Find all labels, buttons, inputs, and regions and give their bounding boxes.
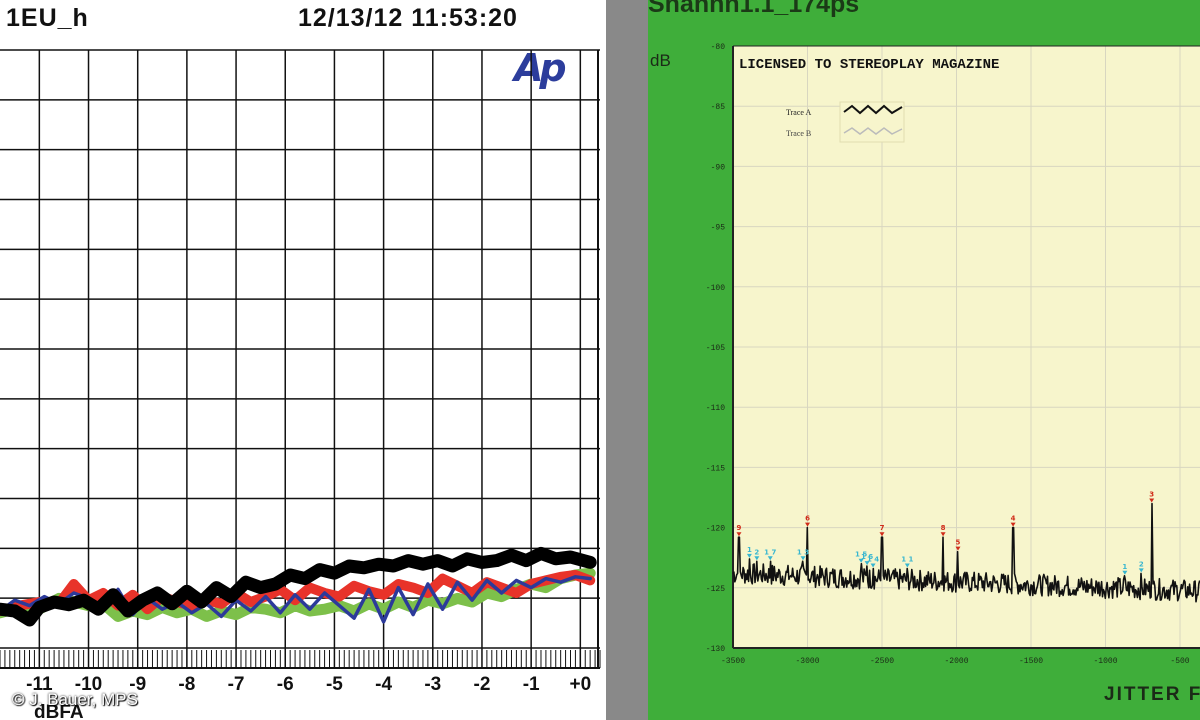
peak-label: 1 4 [867, 556, 879, 564]
peak-label: 1 [1122, 563, 1127, 571]
left-x-tick-label: -7 [228, 674, 245, 695]
peak-label: 7 [880, 524, 885, 532]
right-y-tick-label: -100 [706, 284, 725, 293]
right-y-tick-label: -105 [706, 344, 725, 353]
peak-label: 2 [1139, 560, 1144, 568]
right-x-tick-label: -1000 [1093, 657, 1117, 666]
right-chart-x-tick-labels: -3500 -3000 -2500 -2000 -1500 -1000 -500 [721, 657, 1190, 666]
peak-label: 9 [737, 524, 742, 532]
peak-label: 3 [1149, 491, 1154, 499]
right-chart-license-text: LICENSED TO STEREOPLAY MAGAZINE [739, 57, 999, 73]
peak-marker [1010, 522, 1016, 527]
peak-label: 6 [805, 515, 810, 523]
right-chart-y-tick-labels: -80 -85 -90 -95 -100 -105 -110 -115 -120 -125 -130 [706, 43, 725, 654]
peak-marker [1122, 570, 1128, 575]
left-x-tick-label: -9 [129, 674, 146, 695]
left-chart-datetime: 12/13/12 11:53:20 [298, 4, 518, 32]
left-x-tick-label: +0 [569, 674, 591, 695]
left-x-tick-label: -5 [326, 674, 343, 695]
peak-marker [754, 556, 760, 561]
right-y-tick-label: -125 [706, 585, 725, 594]
legend-trace-a-label: Trace A [786, 108, 811, 117]
peak-marker [870, 563, 876, 568]
right-series-trace-a [732, 502, 1200, 603]
peak-label: 1 6 [861, 553, 873, 561]
left-x-tick-label: -2 [474, 674, 491, 695]
peak-marker [767, 556, 773, 561]
right-chart-legend: Trace A Trace B [786, 101, 905, 143]
right-y-tick-label: -110 [706, 404, 725, 413]
legend-trace-a-swatch [843, 104, 903, 115]
peak-label: 4 [1011, 515, 1016, 523]
peak-marker [879, 532, 885, 537]
peak-label: 1 [747, 546, 752, 554]
panel-divider [606, 0, 648, 720]
peak-label: 2 [754, 548, 759, 556]
right-y-tick-label: -120 [706, 525, 725, 534]
left-chart-x-tick-labels: -11 -10 -9 -8 -7 -6 -5 -4 -3 -2 -1 +0 [26, 674, 591, 695]
left-chart-minor-ticks [0, 650, 601, 668]
right-x-tick-label: -3000 [795, 657, 819, 666]
left-series-black [0, 546, 597, 627]
right-chart-title: Shannn1.1_174ps [648, 0, 860, 18]
legend-trace-b-swatch [843, 127, 903, 135]
right-y-tick-label: -85 [711, 103, 726, 112]
right-x-tick-label: -2500 [870, 657, 894, 666]
peak-marker [1149, 498, 1155, 503]
legend-trace-b-label: Trace B [786, 129, 811, 138]
right-chart-series [732, 502, 1200, 603]
left-x-tick-label: -10 [75, 674, 102, 695]
right-y-tick-label: -115 [706, 464, 725, 473]
left-x-tick-label: -6 [277, 674, 294, 695]
peak-marker [955, 546, 961, 551]
right-x-tick-label: -3500 [721, 657, 745, 666]
left-x-tick-label: -11 [26, 674, 53, 695]
peak-label: 1 1 [901, 556, 913, 564]
left-x-tick-label: -3 [424, 674, 441, 695]
peak-marker [800, 556, 806, 561]
right-chart-x-axis-label: JITTER F [1104, 684, 1200, 705]
right-x-tick-label: -1500 [1019, 657, 1043, 666]
peak-label: 8 [941, 524, 946, 532]
right-y-tick-label: -90 [711, 163, 726, 172]
ap-logo: Ap [514, 46, 567, 90]
right-y-tick-label: -130 [706, 645, 725, 654]
right-x-tick-label: -2000 [944, 657, 968, 666]
peak-marker [736, 532, 742, 537]
left-x-tick-label: -8 [178, 674, 195, 695]
peak-label: 1 7 [764, 548, 776, 556]
peak-label: 1 5 [855, 551, 867, 559]
left-chart-series [0, 546, 597, 627]
copyright-notice: © J. Bauer, MPS [12, 690, 138, 709]
peak-marker [858, 558, 864, 563]
peak-label: 1 3 [797, 548, 809, 556]
right-y-tick-label: -80 [711, 43, 726, 52]
peak-marker [864, 561, 870, 566]
right-y-tick-label: -95 [711, 224, 726, 233]
peak-label: 5 [956, 539, 961, 547]
right-chart-y-unit: dB [650, 51, 671, 70]
peak-marker [746, 553, 752, 558]
peak-marker [1138, 568, 1144, 573]
peak-marker [805, 522, 810, 527]
left-x-tick-label: -1 [523, 674, 540, 695]
right-x-tick-label: -500 [1170, 657, 1189, 666]
peak-marker [940, 532, 946, 537]
left-series-green [0, 567, 596, 622]
left-chart-title: 1EU_h [6, 4, 89, 32]
left-x-tick-label: -4 [375, 674, 392, 695]
peak-marker [904, 563, 910, 568]
left-chart-x-axis-label: dBFA [34, 702, 84, 720]
